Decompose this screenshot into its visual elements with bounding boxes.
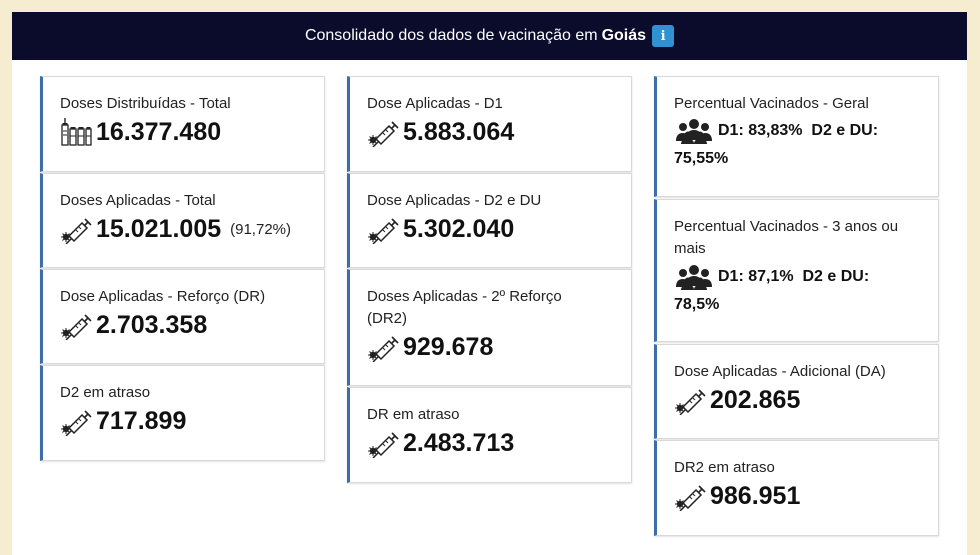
syringe-icon <box>674 389 706 415</box>
card-label: D2 em atraso <box>60 384 151 401</box>
card-label: Dose Aplicadas - D1 <box>367 95 503 112</box>
card-pct-3anos: Percentual Vacinados - 3 anos ou mais D1… <box>654 199 939 342</box>
card-value: 986.951 <box>710 482 801 510</box>
card-label: Dose Aplicadas - D2 e DU <box>367 192 542 209</box>
card-value: 15.021.005 <box>96 215 222 243</box>
card-doses-distribuidas: Doses Distribuídas - Total 16.377.480 <box>40 76 325 172</box>
info-icon[interactable]: i <box>652 25 675 47</box>
card-value: 16.377.480 <box>96 118 222 146</box>
card-adicional-da: Dose Aplicadas - Adicional (DA) 202.865 <box>654 344 939 439</box>
syringe-icon <box>60 218 92 244</box>
card-label: Dose Aplicadas - Adicional (DA) <box>674 363 886 380</box>
syringe-icon <box>60 410 92 436</box>
card-value: 202.865 <box>710 386 801 414</box>
card-value: 2.703.358 <box>96 311 208 339</box>
syringe-icon <box>367 121 399 147</box>
card-label: Percentual Vacinados - Geral <box>674 95 869 112</box>
vaccination-panel: Consolidado dos dados de vacinação em Go… <box>12 12 967 555</box>
people-group-icon <box>676 118 712 144</box>
card-label: Dose Aplicadas - Reforço (DR) <box>60 288 266 305</box>
panel-header: Consolidado dos dados de vacinação em Go… <box>12 12 967 60</box>
card-value: 5.883.064 <box>403 118 515 146</box>
card-value: 929.678 <box>403 333 494 361</box>
syringe-icon <box>367 336 399 362</box>
syringe-icon <box>367 218 399 244</box>
card-reforco-dr: Dose Aplicadas - Reforço (DR) 2.703.358 <box>40 269 325 364</box>
syringe-icon <box>60 314 92 340</box>
vials-icon <box>61 118 92 146</box>
pct-line1: D1: 83,83% D2 e DU: <box>718 122 879 139</box>
card-value: 5.302.040 <box>403 215 515 243</box>
card-d2-du: Dose Aplicadas - D2 e DU 5.302.040 <box>347 173 632 268</box>
card-doses-aplicadas-total: Doses Aplicadas - Total 15.021.005 (91,7… <box>40 173 325 268</box>
card-label: DR em atraso <box>367 406 460 423</box>
card-reforco-dr2: Doses Aplicadas - 2º Reforço (DR2) 929.6… <box>347 269 632 386</box>
card-d1: Dose Aplicadas - D1 5.883.064 <box>347 76 632 172</box>
card-dr2-atraso: DR2 em atraso 986.951 <box>654 440 939 536</box>
card-label: Doses Distribuídas - Total <box>60 95 231 112</box>
header-state: Goiás <box>601 27 647 44</box>
header-title: Consolidado dos dados de vacinação em <box>304 27 598 44</box>
card-d2-atraso: D2 em atraso 717.899 <box>40 365 325 461</box>
people-group-icon <box>676 264 712 290</box>
card-label: Doses Aplicadas - Total <box>60 192 216 209</box>
card-dr-atraso: DR em atraso 2.483.713 <box>347 387 632 483</box>
card-label: DR2 em atraso <box>674 459 775 476</box>
card-value: 2.483.713 <box>403 429 515 457</box>
syringe-icon <box>367 432 399 458</box>
syringe-icon <box>674 485 706 511</box>
card-value: 717.899 <box>96 407 187 435</box>
card-label: Doses Aplicadas - 2º Reforço (DR2) <box>367 288 562 327</box>
card-label: Percentual Vacinados - 3 anos ou mais <box>674 218 899 257</box>
card-pct-geral: Percentual Vacinados - Geral D1: 83,83% … <box>654 76 939 197</box>
pct-line2: 78,5% <box>674 296 720 313</box>
card-percent: (91,72%) <box>230 220 291 238</box>
pct-line2: 75,55% <box>674 150 729 167</box>
pct-line1: D1: 87,1% D2 e DU: <box>718 268 870 285</box>
